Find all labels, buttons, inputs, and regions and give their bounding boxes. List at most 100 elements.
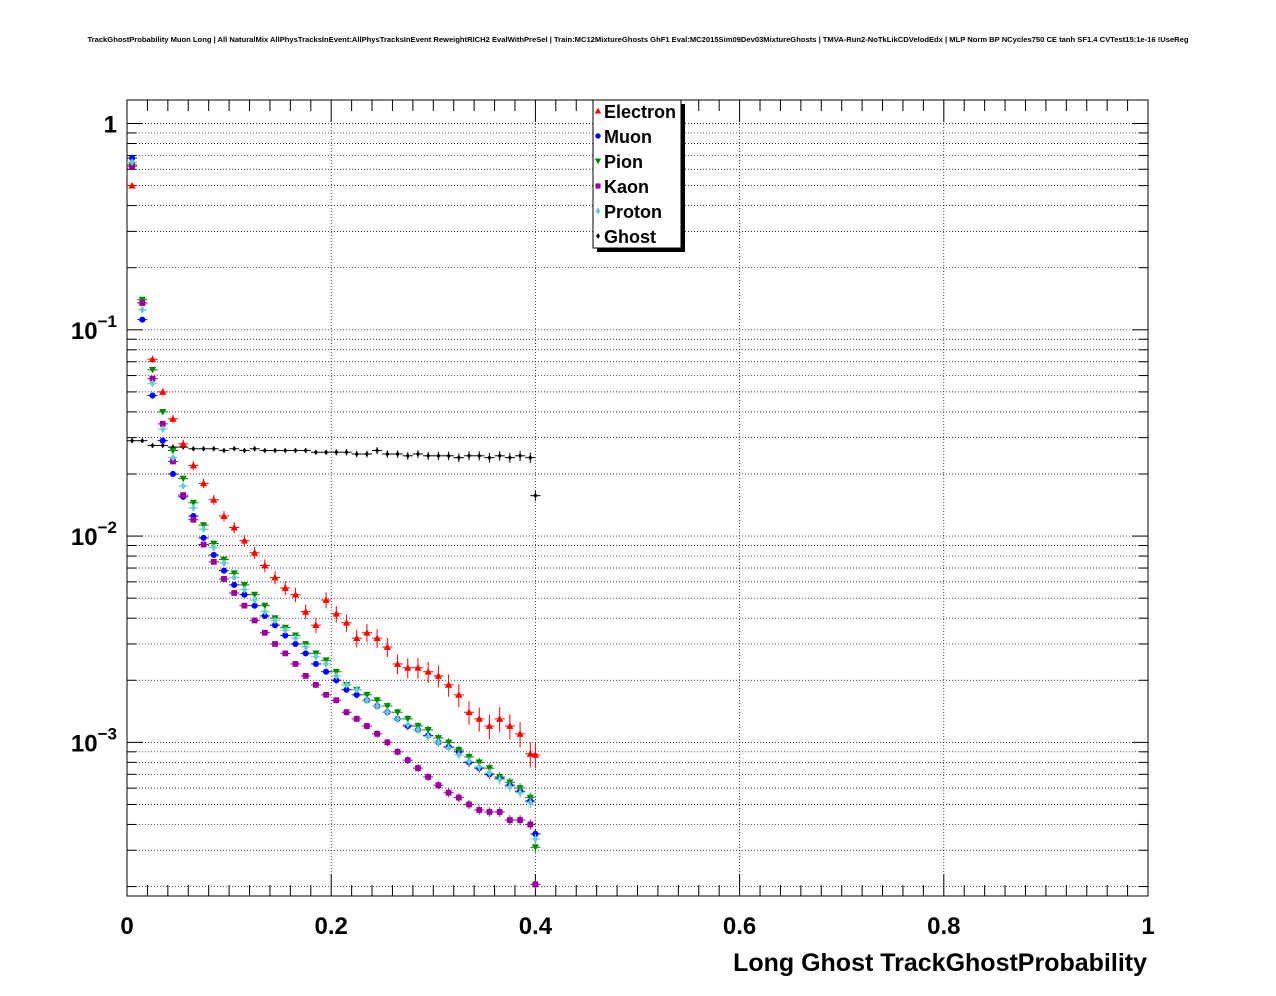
muon-point (249, 602, 260, 609)
proton-point (280, 626, 291, 635)
kaon-point (453, 793, 464, 803)
ghost-point (361, 450, 373, 458)
electron-point (453, 684, 464, 708)
ghost-point (525, 452, 536, 463)
x-tick-label: 0.2 (315, 913, 348, 940)
kaon-point (504, 815, 515, 826)
legend-label: Muon (604, 127, 652, 147)
muon-point (218, 567, 230, 574)
proton-point (178, 481, 189, 490)
ghost-point (147, 442, 158, 449)
kaon-point (402, 756, 413, 765)
electron-point (530, 743, 541, 769)
pion-point (147, 366, 158, 374)
legend-label: Electron (604, 102, 676, 122)
chart-title: TrackGhostProbability Muon Long | All Na… (87, 35, 1188, 44)
ghost-point (208, 445, 219, 452)
electron-point (423, 661, 434, 684)
proton-point (382, 708, 393, 717)
electron-point (382, 637, 393, 658)
ghost-point (320, 449, 332, 456)
kaon-point (331, 697, 342, 704)
kaon-point (351, 715, 362, 723)
x-tick-label: 0.8 (927, 913, 960, 940)
kaon-point (474, 805, 485, 815)
kaon-point (372, 730, 383, 738)
electron-point (259, 559, 270, 573)
ghost-point (351, 450, 362, 458)
proton-point (525, 797, 536, 808)
pion-point (249, 591, 260, 599)
kaon-point (484, 807, 495, 817)
kaon-point (514, 815, 526, 826)
ghost-point (137, 437, 148, 444)
proton-point (484, 768, 495, 778)
legend-label: Pion (604, 152, 643, 172)
proton-point (229, 573, 240, 582)
kaon-point (341, 709, 352, 716)
proton-point (218, 559, 230, 568)
ghost-point (514, 450, 526, 461)
muon-point (137, 316, 148, 323)
kaon-point (137, 300, 148, 306)
proton-point (392, 714, 403, 723)
electron-point (300, 604, 311, 620)
ghost-point (218, 447, 230, 454)
pion-point (259, 602, 270, 610)
electron-point (463, 701, 475, 725)
ghost-point (392, 450, 403, 458)
y-tick-label: 10−2 (71, 518, 117, 551)
muon-point (280, 632, 291, 639)
electron-point (392, 654, 403, 675)
legend-entry-electron: Electron (594, 102, 676, 122)
proton-point (188, 503, 199, 512)
kaon-point (320, 691, 332, 698)
legend-box (592, 99, 682, 249)
ghost-point (382, 450, 393, 458)
x-tick-label: 1 (1141, 913, 1154, 940)
electron-point (218, 510, 230, 522)
electron-point (341, 614, 352, 632)
muon-point (300, 650, 311, 657)
electron-point (280, 581, 291, 596)
electron-point (239, 535, 250, 547)
proton-point (504, 781, 515, 792)
ghost-point (504, 452, 515, 463)
proton-point (443, 743, 454, 753)
electron-point (361, 624, 373, 643)
electron-point (474, 707, 485, 732)
kaon-point (218, 576, 230, 582)
pion-point (239, 582, 250, 589)
electron-point (443, 674, 454, 697)
pion-point (157, 409, 168, 416)
electron-point (494, 707, 505, 733)
ghost-point (341, 449, 352, 456)
proton-point (351, 685, 362, 694)
electron-point (514, 722, 526, 748)
ghost-point (280, 447, 291, 454)
kaon-point (208, 558, 219, 565)
ghost-point (249, 445, 260, 452)
y-tick-label: 10−3 (71, 724, 117, 757)
proton-point (341, 680, 352, 689)
proton-point (530, 833, 541, 845)
kaon-point (310, 681, 321, 688)
muon-point (259, 612, 270, 620)
pion-series (127, 162, 541, 853)
proton-series (127, 158, 541, 845)
ghost-point (229, 445, 240, 452)
kaon-point (494, 807, 505, 817)
proton-point (300, 643, 311, 651)
ghost-point (157, 442, 168, 449)
electron-point (351, 629, 362, 648)
electron-point (484, 714, 495, 740)
proton-point (198, 525, 209, 534)
kaon-point (530, 879, 541, 890)
electron-point (504, 714, 515, 740)
data-points (127, 154, 541, 890)
ghost-point (433, 451, 444, 461)
muon-point (147, 392, 158, 399)
electron-point (331, 605, 342, 623)
legend-entry-proton: Proton (595, 202, 662, 222)
kaon-point (178, 492, 189, 498)
